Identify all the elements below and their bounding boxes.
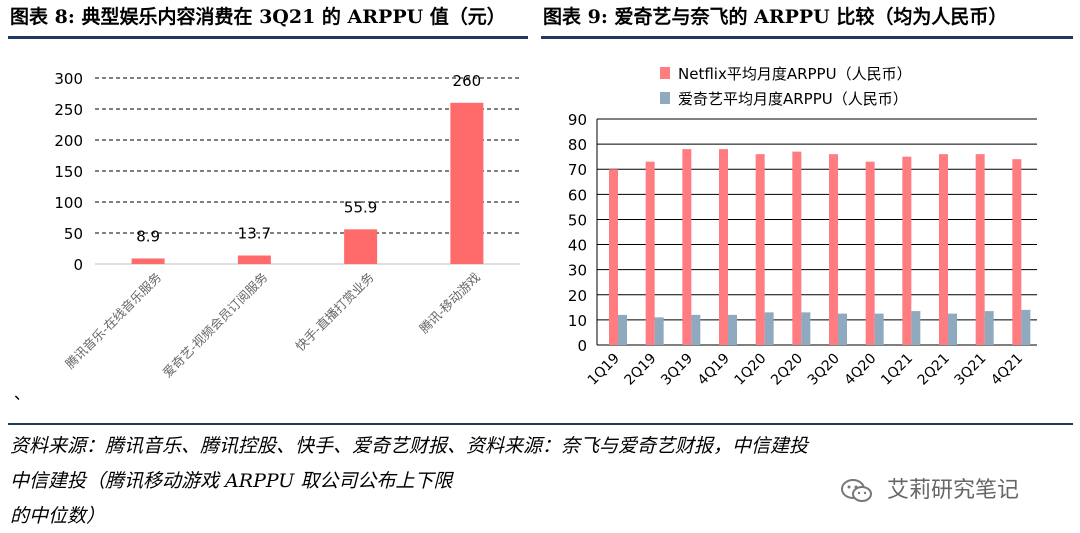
bar (902, 156, 912, 345)
legend-swatch (660, 92, 670, 104)
legend-swatch (660, 67, 670, 79)
bar (939, 154, 948, 345)
x-category-label: 3Q21 (951, 351, 989, 389)
x-category-label: 4Q20 (841, 351, 879, 389)
left-figure-title: 图表 8: 典型娱乐内容消费在 3Q21 的 ARPPU 值（元） (10, 6, 506, 28)
x-category-label: 2Q20 (768, 351, 806, 389)
source-note-line3: 的中位数） (10, 505, 106, 527)
bar (237, 255, 271, 264)
y-tick-label: 90 (568, 111, 587, 129)
bar (654, 317, 664, 345)
legend-label: 爱奇艺平均月度ARPPU（人民币） (678, 90, 908, 108)
x-category-label: 3Q19 (658, 351, 696, 389)
y-tick-label: 0 (73, 256, 83, 274)
bar (838, 313, 847, 345)
bar (755, 154, 765, 345)
y-tick-label: 300 (54, 70, 83, 88)
y-tick-label: 150 (54, 163, 83, 181)
x-category-label: 3Q20 (805, 351, 843, 389)
y-tick-label: 60 (568, 186, 587, 204)
bar (874, 313, 884, 345)
bar (1012, 159, 1022, 345)
bar (609, 169, 618, 345)
y-tick-label: 0 (577, 337, 587, 355)
x-category-label: 4Q19 (695, 351, 733, 389)
stray-mark: 、 (14, 384, 31, 403)
bar (645, 161, 655, 345)
bar (450, 102, 484, 264)
right-figure-title: 图表 9: 爱奇艺与奈飞的 ARPPU 比较（均为人民币） (543, 6, 1008, 28)
bar (801, 312, 811, 345)
data-label: 13.7 (238, 225, 271, 243)
y-tick-label: 40 (568, 237, 587, 255)
bar (792, 151, 802, 345)
bar (1021, 309, 1031, 345)
x-category-label: 2Q19 (621, 351, 659, 389)
y-tick-label: 10 (568, 312, 587, 330)
bar (764, 312, 774, 345)
x-category-label: 1Q20 (731, 351, 769, 389)
bar (984, 311, 994, 345)
y-tick-label: 20 (568, 287, 587, 305)
y-tick-label: 70 (568, 161, 587, 179)
bar (344, 229, 378, 264)
bar (911, 311, 921, 345)
data-label: 260 (453, 72, 482, 90)
y-tick-label: 50 (64, 225, 83, 243)
watermark: 艾莉研究笔记 (840, 472, 1019, 504)
y-tick-label: 250 (54, 101, 83, 119)
bar (131, 258, 165, 264)
source-note-line2: 中信建投（腾讯移动游戏 ARPPU 取公司公布上下限 (10, 470, 453, 492)
data-label: 55.9 (344, 198, 377, 216)
x-category-label: 1Q21 (878, 351, 916, 389)
bar (691, 314, 701, 345)
bar (682, 149, 692, 345)
bar (865, 161, 875, 345)
legend-label: Netflix平均月度ARPPU（人民币） (678, 65, 912, 83)
source-note-line1: 资料来源：腾讯音乐、腾讯控股、快手、爱奇艺财报、资料来源：奈飞与爱奇艺财报，中信… (10, 435, 809, 457)
x-category-label: 1Q19 (585, 351, 623, 389)
right-title-rule (541, 36, 1073, 39)
watermark-text: 艾莉研究笔记 (887, 478, 1020, 503)
bar (948, 313, 957, 345)
y-tick-label: 80 (568, 136, 587, 154)
x-category-label: 2Q21 (915, 351, 953, 389)
bar (719, 149, 728, 345)
bar (728, 314, 737, 345)
bar (829, 154, 838, 345)
arppu-entertainment-bar-chart: 0501001502002503008.9腾讯音乐-在线音乐服务13.7爱奇艺-… (54, 70, 520, 380)
bar (618, 314, 627, 345)
x-category-label: 4Q21 (988, 351, 1026, 389)
footer-rule (8, 423, 1073, 425)
wechat-icon (841, 479, 872, 502)
left-title-rule (8, 36, 528, 39)
y-tick-label: 200 (54, 132, 83, 150)
data-label: 8.9 (136, 227, 160, 245)
y-tick-label: 100 (54, 194, 83, 212)
bar (975, 154, 985, 345)
y-tick-label: 50 (568, 211, 587, 229)
y-tick-label: 30 (568, 262, 587, 280)
iqiyi-netflix-arppu-bar-chart: 01020304050607080901Q192Q193Q194Q191Q202… (568, 65, 1037, 389)
